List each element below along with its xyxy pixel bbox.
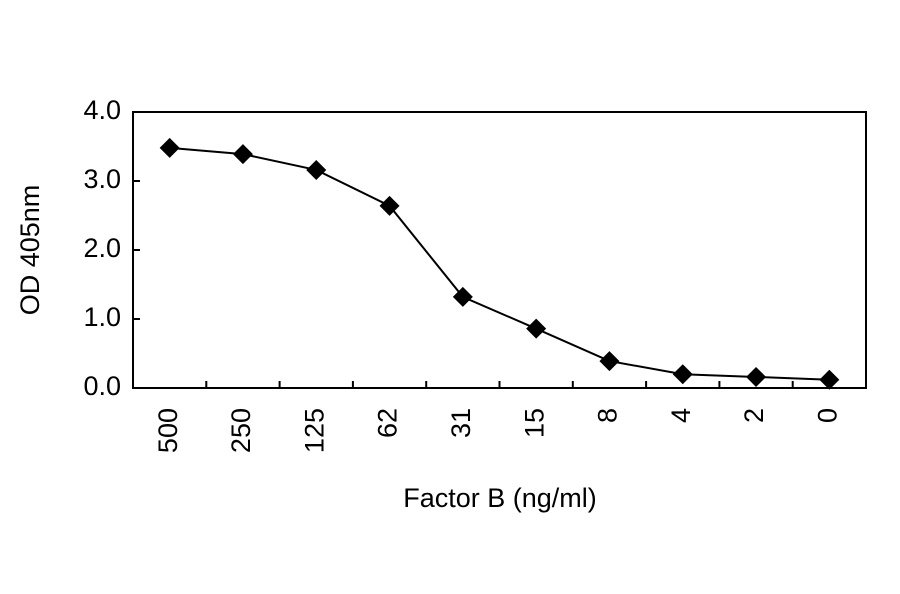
x-axis-title: Factor B (ng/ml)	[403, 483, 597, 513]
x-tick-label: 500	[153, 408, 183, 453]
y-tick-label: 1.0	[83, 302, 121, 332]
data-point	[819, 369, 840, 390]
y-tick-label: 4.0	[83, 95, 121, 125]
y-tick-label: 0.0	[83, 371, 121, 401]
data-point	[599, 351, 620, 372]
x-tick-label: 8	[593, 408, 623, 423]
x-tick-label: 31	[446, 408, 476, 438]
data-point	[159, 137, 180, 158]
y-tick-label: 3.0	[83, 164, 121, 194]
y-axis-title: OD 405nm	[15, 185, 45, 316]
data-point	[672, 364, 693, 385]
data-point	[526, 318, 547, 339]
x-tick-label: 4	[666, 408, 696, 423]
x-tick-label: 125	[299, 408, 329, 453]
x-tick-label: 62	[373, 408, 403, 438]
data-point	[232, 144, 253, 165]
data-point	[746, 366, 767, 387]
x-tick-label: 15	[519, 408, 549, 438]
x-tick-label: 0	[812, 408, 842, 423]
data-line	[169, 146, 830, 381]
data-point	[379, 195, 400, 216]
data-point	[306, 159, 327, 180]
x-tick-label: 250	[226, 408, 256, 453]
y-tick-label: 2.0	[83, 233, 121, 263]
data-point	[452, 286, 473, 307]
x-tick-label: 2	[739, 408, 769, 423]
